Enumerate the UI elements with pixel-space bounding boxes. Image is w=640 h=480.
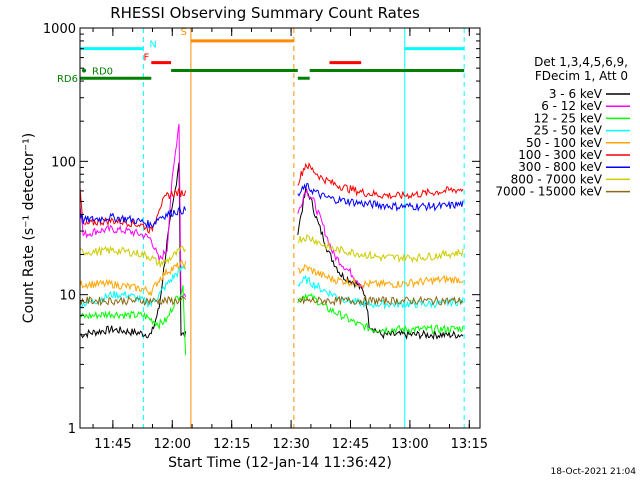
- vlines-group: [79, 28, 465, 428]
- bar-rd0-marker: [82, 68, 86, 73]
- series-line-6: [79, 182, 464, 229]
- y-axis-label: Count Rate (s⁻¹ detector⁻¹): [21, 133, 37, 323]
- x-tick-label-3: 12:30: [272, 437, 309, 452]
- series-line-8: [79, 295, 464, 307]
- legend-entry-label-6: 300 - 800 keV: [518, 160, 602, 174]
- legend-header-line-2: FDecim 1, Att 0: [535, 69, 628, 83]
- series-line-1: [79, 123, 365, 298]
- series-line-4: [79, 259, 464, 296]
- bar-s-label: S: [181, 27, 187, 38]
- series-line-7: [79, 233, 464, 268]
- legend: Det 1,3,4,5,6,9, FDecim 1, Att 0 3 - 6 k…: [495, 55, 630, 199]
- x-tick-label-1: 12:00: [154, 437, 191, 452]
- y-tick-label-3: 1000: [43, 22, 76, 37]
- series-line-2: [79, 285, 464, 356]
- bar-rd0-label: RD0: [92, 67, 113, 78]
- x-axis-label: Start Time (12-Jan-14 11:36:42): [168, 455, 392, 471]
- legend-entry-label-5: 100 - 300 keV: [518, 148, 602, 162]
- legend-entry-label-3: 25 - 50 keV: [534, 124, 603, 138]
- legend-entry-label-7: 800 - 7000 keV: [511, 172, 603, 186]
- footer-timestamp: 18-Oct-2021 21:04: [551, 467, 637, 477]
- legend-entry-label-4: 50 - 100 keV: [526, 136, 603, 150]
- x-tick-label-2: 12:15: [213, 437, 250, 452]
- plot-frame: [79, 27, 481, 429]
- x-tick-label-4: 12:45: [332, 437, 369, 452]
- bars-group: NF S RD0 RD6: [57, 27, 465, 85]
- x-axis-ticks: 11:45 12:00 12:15 12:30 12:45 13:00 13:15: [92, 28, 488, 452]
- x-tick-label-5: 13:00: [391, 437, 428, 452]
- legend-entry-label-2: 12 - 25 keV: [534, 111, 603, 125]
- chart-title: RHESSI Observing Summary Count Rates: [110, 4, 420, 22]
- bar-rd6-label: RD6: [57, 74, 78, 85]
- x-tick-label-6: 13:15: [451, 437, 488, 452]
- bar-n-label: N: [149, 40, 156, 51]
- y-tick-label-2: 100: [51, 155, 76, 170]
- x-tick-label-0: 11:45: [94, 437, 131, 452]
- y-axis-ticks: 1 10 100 1000: [43, 22, 480, 437]
- series-group: [79, 123, 464, 356]
- legend-entry-label-1: 6 - 12 keV: [541, 99, 603, 113]
- series-line-5: [79, 162, 464, 234]
- y-tick-label-1: 10: [59, 289, 76, 304]
- legend-entry-label-8: 7000 - 15000 keV: [495, 185, 602, 199]
- legend-header-line-1: Det 1,3,4,5,6,9,: [534, 55, 628, 69]
- y-tick-label-0: 1: [68, 422, 76, 437]
- legend-entry-label-0: 3 - 6 keV: [549, 87, 603, 101]
- bar-f-label: F: [144, 53, 150, 64]
